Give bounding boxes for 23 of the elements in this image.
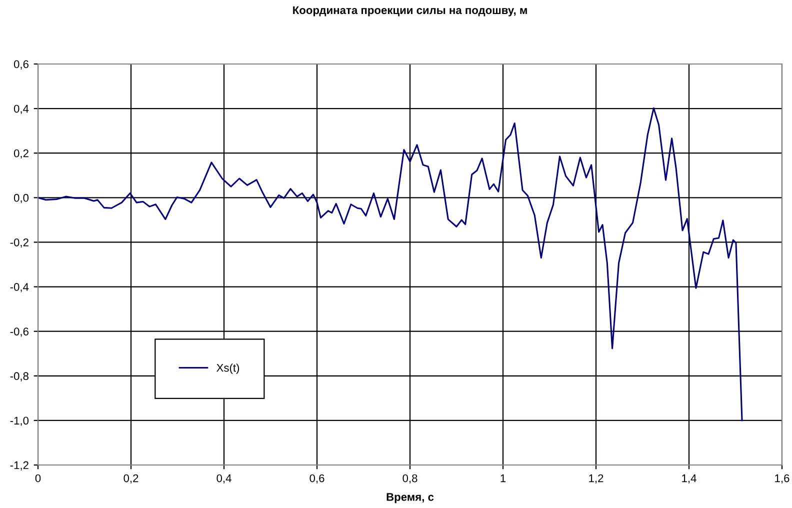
y-tick-label: 0,2	[14, 149, 28, 159]
y-tick-label: -1,2	[10, 461, 28, 470]
x-tick-label: 0,4	[216, 474, 232, 484]
x-tick-label: 0,6	[310, 474, 324, 484]
x-tick-label: 0	[35, 474, 41, 482]
x-tick-label: 1,2	[589, 474, 604, 484]
y-tick-label: -0,6	[10, 328, 28, 337]
y-tick-label: 0,0	[14, 194, 29, 204]
chart-title: Координата проекции силы на подошву, м	[293, 6, 527, 16]
y-tick-label: 0,4	[14, 104, 29, 114]
legend-label: Xs(t)	[216, 364, 240, 374]
y-tick-label: -1,0	[10, 416, 29, 426]
x-tick-label: 1,4	[682, 474, 696, 484]
y-tick-label: 0,6	[14, 60, 28, 70]
x-tick-label: 0,8	[402, 474, 418, 484]
x-tick-label: 1,6	[775, 474, 790, 484]
y-tick-label: -0,2	[10, 238, 28, 248]
y-tick-label: -0,4	[10, 283, 29, 292]
line-series	[38, 107, 743, 422]
x-axis-title: Время, с	[386, 493, 434, 504]
y-tick-label: -0,8	[10, 372, 28, 382]
x-tick-label: 1	[500, 474, 506, 482]
x-tick-label: 0,2	[124, 474, 138, 484]
